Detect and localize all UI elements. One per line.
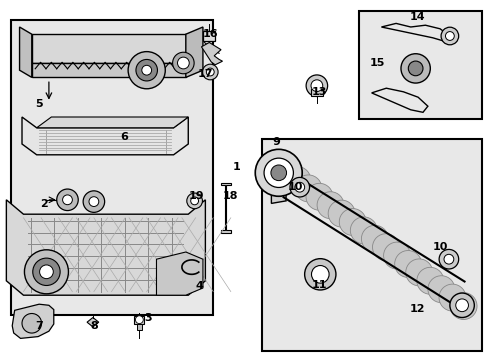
Polygon shape [221, 183, 230, 233]
Circle shape [255, 149, 302, 196]
Text: 19: 19 [188, 191, 203, 201]
Ellipse shape [316, 192, 344, 219]
Circle shape [440, 27, 458, 45]
Ellipse shape [283, 167, 310, 193]
Ellipse shape [405, 259, 432, 286]
Circle shape [24, 250, 68, 294]
Text: 10: 10 [287, 182, 302, 192]
Circle shape [455, 299, 468, 312]
Text: 14: 14 [409, 12, 425, 22]
Polygon shape [32, 34, 185, 63]
Polygon shape [6, 200, 205, 295]
Ellipse shape [305, 183, 332, 210]
Ellipse shape [339, 208, 366, 235]
Bar [134, 316, 144, 324]
Polygon shape [20, 27, 32, 77]
Ellipse shape [438, 284, 465, 311]
Text: 1: 1 [232, 162, 240, 172]
Circle shape [264, 158, 293, 188]
Polygon shape [22, 117, 188, 155]
Bar [203, 31, 215, 41]
Text: 17: 17 [198, 69, 213, 79]
Circle shape [206, 68, 214, 76]
Text: 7: 7 [35, 321, 43, 331]
Ellipse shape [394, 251, 421, 278]
Circle shape [304, 259, 335, 290]
Circle shape [172, 52, 194, 74]
Circle shape [142, 65, 151, 75]
Text: 11: 11 [311, 280, 327, 290]
Circle shape [294, 182, 304, 192]
Text: 9: 9 [272, 137, 280, 147]
Ellipse shape [427, 276, 454, 303]
Circle shape [22, 314, 41, 333]
Ellipse shape [449, 293, 476, 319]
Circle shape [83, 191, 104, 212]
Circle shape [190, 197, 198, 205]
Text: 15: 15 [368, 58, 384, 68]
Text: 5: 5 [35, 99, 43, 109]
Circle shape [305, 75, 327, 96]
Text: 18: 18 [222, 191, 238, 201]
Circle shape [400, 54, 429, 83]
Polygon shape [87, 318, 99, 327]
Circle shape [33, 258, 60, 285]
Circle shape [449, 293, 473, 318]
Text: 3: 3 [144, 312, 152, 323]
Circle shape [136, 59, 157, 81]
Text: 2: 2 [40, 199, 48, 210]
Ellipse shape [383, 242, 410, 269]
Bar [11, 20, 212, 315]
Text: 4: 4 [195, 281, 203, 291]
Circle shape [40, 265, 53, 279]
Circle shape [438, 249, 458, 269]
Circle shape [270, 165, 286, 181]
Bar [310, 89, 322, 96]
Ellipse shape [349, 217, 377, 244]
Circle shape [186, 193, 202, 209]
Circle shape [310, 80, 322, 91]
Circle shape [128, 51, 165, 89]
Polygon shape [185, 27, 203, 77]
Ellipse shape [327, 200, 354, 227]
Text: 6: 6 [120, 132, 127, 142]
Text: 10: 10 [432, 242, 447, 252]
Text: 12: 12 [409, 304, 425, 314]
Polygon shape [156, 252, 203, 295]
Polygon shape [32, 63, 185, 77]
Circle shape [202, 64, 218, 80]
Circle shape [89, 197, 99, 207]
Ellipse shape [372, 234, 399, 261]
Polygon shape [271, 158, 285, 203]
Circle shape [407, 61, 422, 76]
Circle shape [135, 316, 143, 324]
Polygon shape [37, 117, 188, 128]
Text: 8: 8 [90, 321, 98, 331]
Ellipse shape [294, 175, 321, 202]
Ellipse shape [416, 267, 443, 294]
Text: 13: 13 [311, 87, 326, 97]
Bar [261, 139, 481, 351]
Polygon shape [12, 304, 54, 338]
Circle shape [311, 266, 328, 283]
Ellipse shape [361, 225, 387, 252]
Circle shape [57, 189, 78, 211]
Circle shape [443, 254, 453, 264]
Circle shape [445, 32, 453, 40]
Bar [359, 11, 481, 119]
Circle shape [289, 177, 309, 197]
Text: 16: 16 [203, 29, 218, 39]
Circle shape [177, 57, 189, 69]
Circle shape [62, 195, 72, 205]
Polygon shape [201, 42, 222, 65]
Bar [137, 324, 142, 330]
